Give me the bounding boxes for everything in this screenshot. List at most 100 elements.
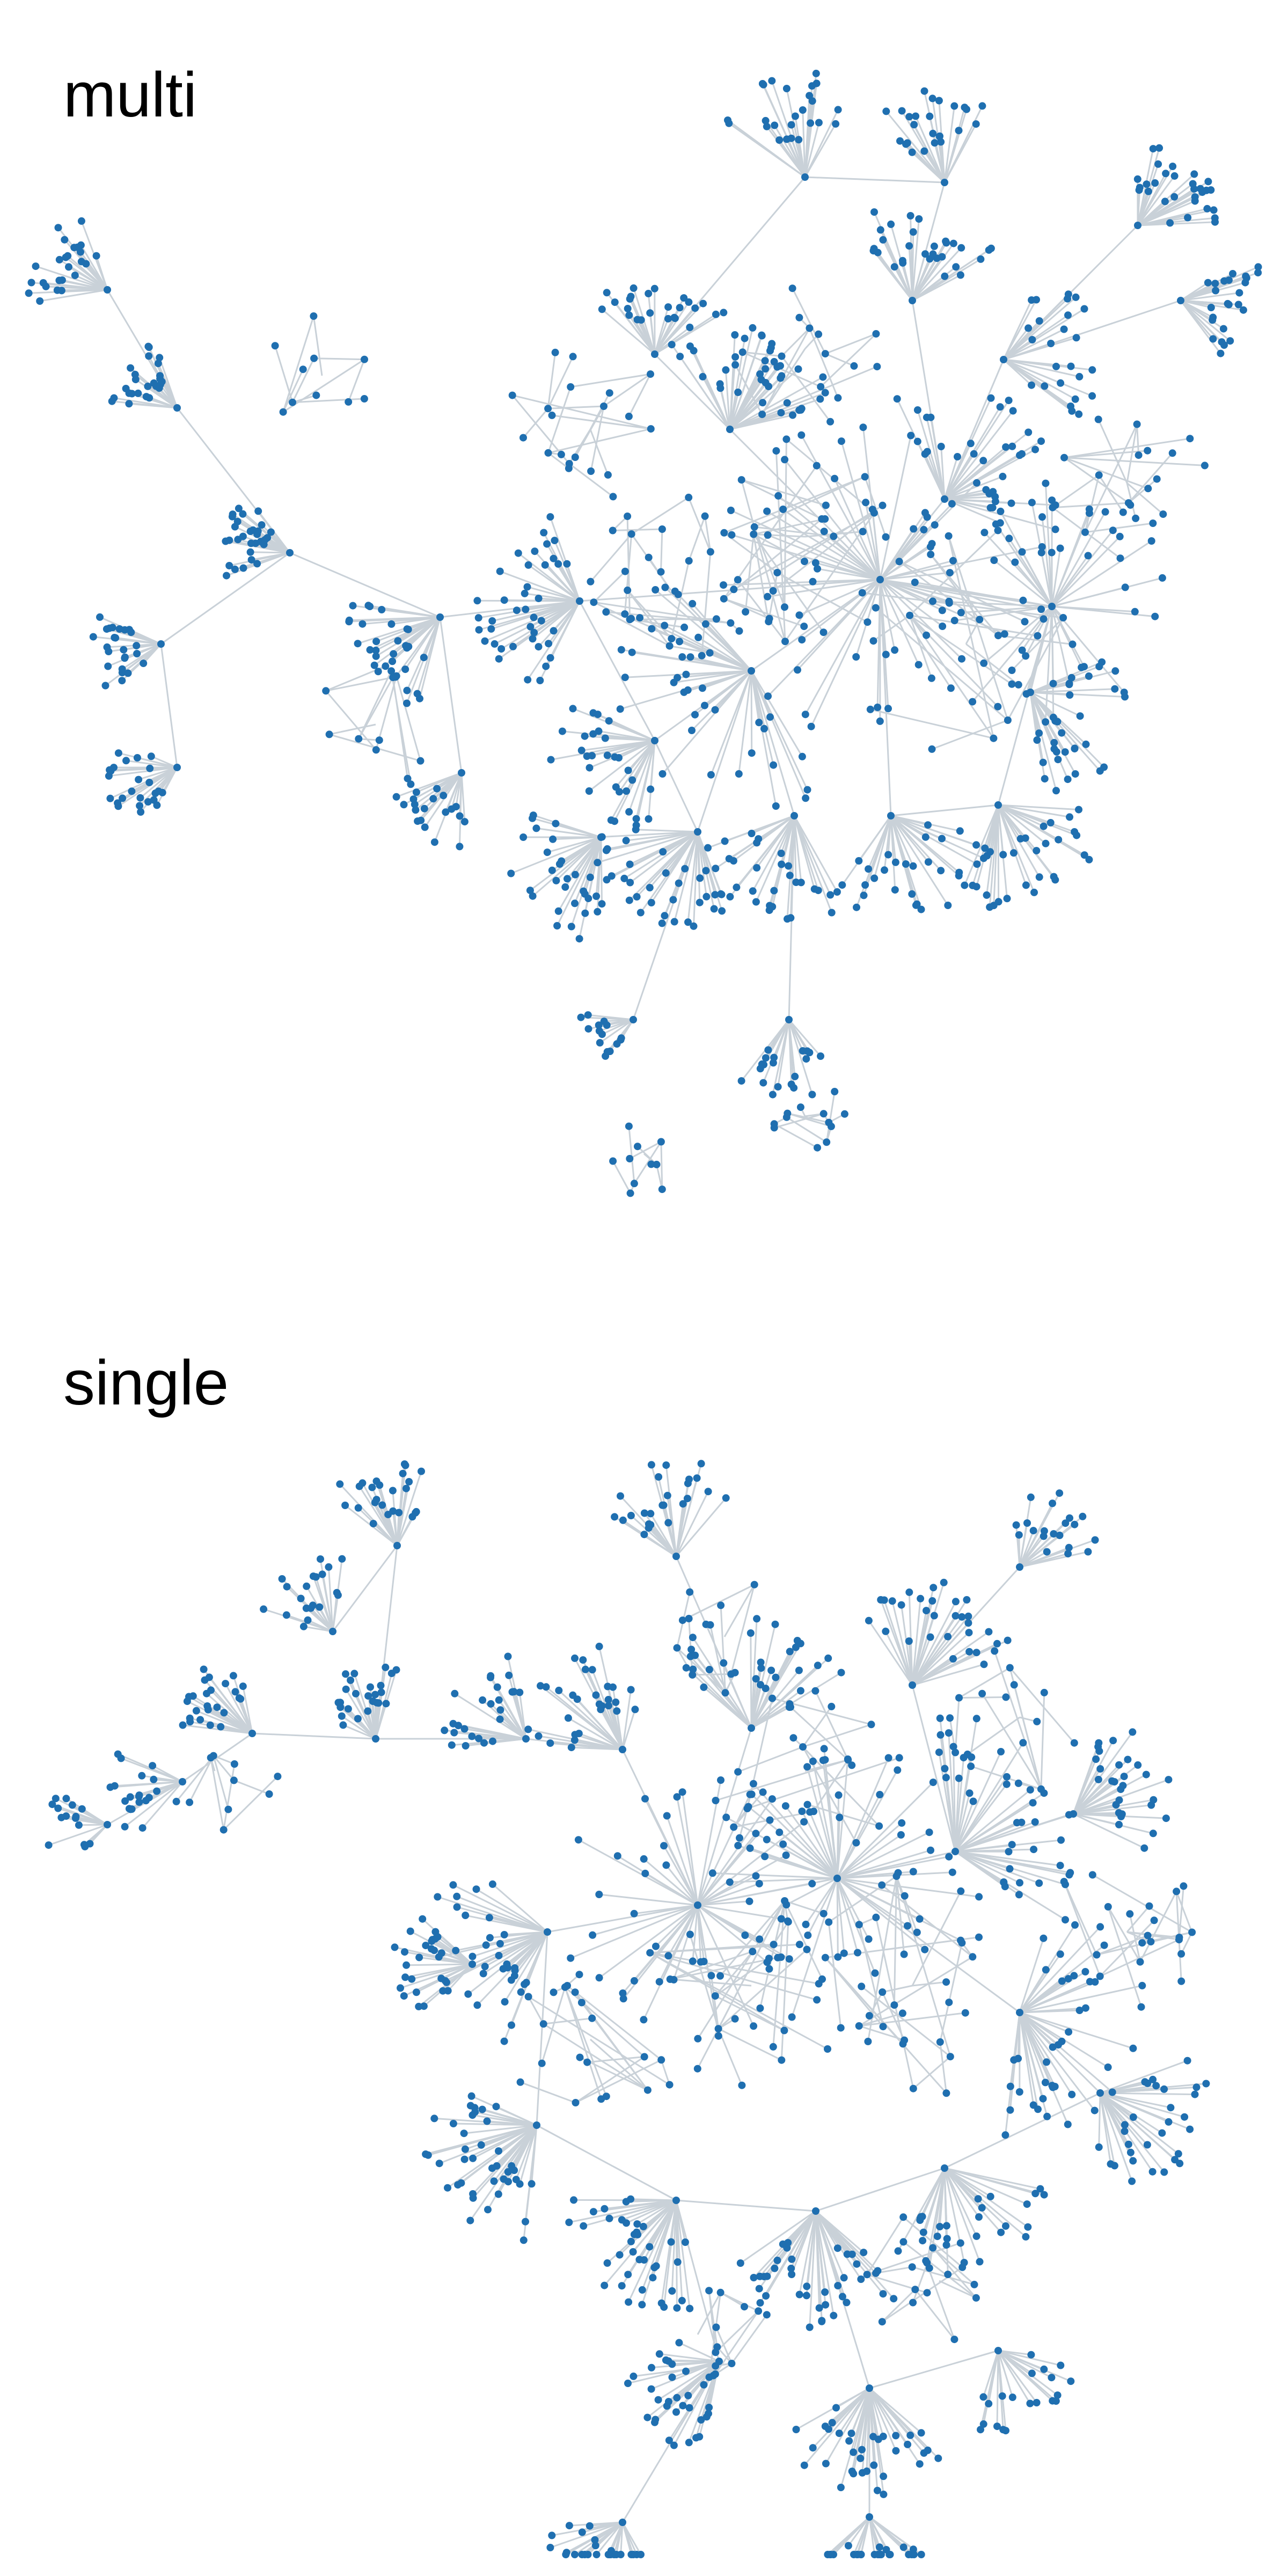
graph-node [434, 1933, 442, 1941]
graph-node [605, 389, 613, 397]
graph-node [898, 107, 906, 115]
graph-edge [912, 275, 946, 302]
graph-node [720, 309, 728, 317]
graph-edge [629, 1141, 662, 1160]
graph-edge [626, 2199, 677, 2202]
graph-node [1135, 451, 1143, 459]
graph-edge [568, 463, 614, 497]
graph-node [762, 1054, 770, 1062]
graph-edge [524, 592, 580, 602]
graph-node [641, 1869, 649, 1877]
graph-node [855, 1921, 863, 1929]
graph-node [207, 1686, 215, 1694]
graph-node [969, 698, 977, 706]
graph-node [1067, 674, 1075, 682]
graph-node [538, 2059, 546, 2067]
graph-edge [492, 600, 580, 622]
graph-node [339, 1721, 347, 1729]
graph-edge [591, 740, 655, 757]
graph-node [651, 350, 658, 358]
graph-node [712, 865, 720, 873]
graph-node [716, 384, 724, 392]
graph-node [1147, 537, 1155, 545]
graph-edge [570, 373, 651, 388]
graph-node [603, 876, 611, 884]
graph-node [630, 284, 638, 292]
graph-node [1177, 1950, 1185, 1958]
graph-edge [648, 740, 656, 819]
graph-edge [454, 1693, 526, 1740]
graph-node [837, 2024, 845, 2032]
graph-edge [837, 1849, 931, 1879]
graph-node [36, 297, 44, 305]
graph-node [361, 355, 368, 363]
graph-edge [939, 2168, 946, 2227]
graph-node [804, 1931, 812, 1940]
graph-edge [921, 2168, 946, 2241]
graph-edge [825, 1091, 836, 1143]
graph-node [1071, 770, 1079, 778]
graph-node [797, 431, 806, 439]
graph-node [577, 1999, 586, 2007]
graph-edge [208, 1677, 253, 1734]
graph-node [173, 404, 181, 412]
graph-node [876, 2551, 884, 2558]
graph-edge [440, 600, 580, 618]
graph-node [121, 1823, 129, 1831]
graph-node [600, 402, 608, 410]
graph-node [571, 1654, 579, 1662]
graph-node [911, 2286, 919, 2294]
graph-node [418, 1467, 425, 1475]
graph-edge [587, 2056, 645, 2063]
graph-edge [840, 441, 881, 580]
graph-node [691, 711, 699, 719]
graph-node [878, 2318, 886, 2326]
graph-node [1111, 685, 1119, 693]
graph-node [231, 565, 239, 573]
graph-edge [292, 394, 317, 404]
graph-node [544, 449, 552, 457]
graph-edge [837, 1872, 898, 1879]
graph-node [946, 2053, 954, 2061]
graph-edge [812, 1761, 838, 1879]
graph-node [664, 314, 672, 323]
graph-node [909, 228, 917, 236]
graph-node [955, 868, 963, 876]
graph-node [621, 610, 629, 618]
graph-edge [661, 2200, 677, 2303]
graph-node [1079, 1512, 1087, 1520]
graph-node [673, 2394, 681, 2402]
graph-node [228, 513, 236, 521]
graph-node [1049, 679, 1057, 687]
graph-edge [912, 2056, 951, 2089]
graph-node [609, 1157, 617, 1165]
graph-node [1040, 1532, 1048, 1540]
graph-node [1066, 691, 1074, 699]
graph-node [1037, 1785, 1045, 1793]
graph-edge [774, 1113, 824, 1129]
graph-node [495, 1696, 503, 1704]
graph-node [524, 1993, 532, 2001]
graph-node [945, 1853, 953, 1861]
graph-node [299, 365, 307, 374]
graph-edge [411, 1963, 473, 1980]
graph-node [126, 1793, 134, 1801]
graph-edge [911, 300, 946, 500]
graph-node [815, 119, 823, 127]
graph-node [523, 583, 531, 591]
graph-node [124, 669, 132, 677]
graph-node [490, 2177, 498, 2185]
graph-node [989, 503, 997, 511]
graph-edge [513, 600, 580, 648]
graph-edge [807, 1804, 880, 1827]
graph-node [860, 891, 868, 899]
graph-edge [750, 670, 753, 753]
graph-node [624, 513, 632, 520]
graph-node [899, 2543, 908, 2551]
graph-edge [697, 831, 723, 911]
graph-node [986, 2192, 994, 2200]
graph-node [942, 2222, 950, 2230]
graph-node [1031, 445, 1039, 453]
graph-edge [869, 2387, 922, 2434]
graph-edge [597, 831, 698, 863]
